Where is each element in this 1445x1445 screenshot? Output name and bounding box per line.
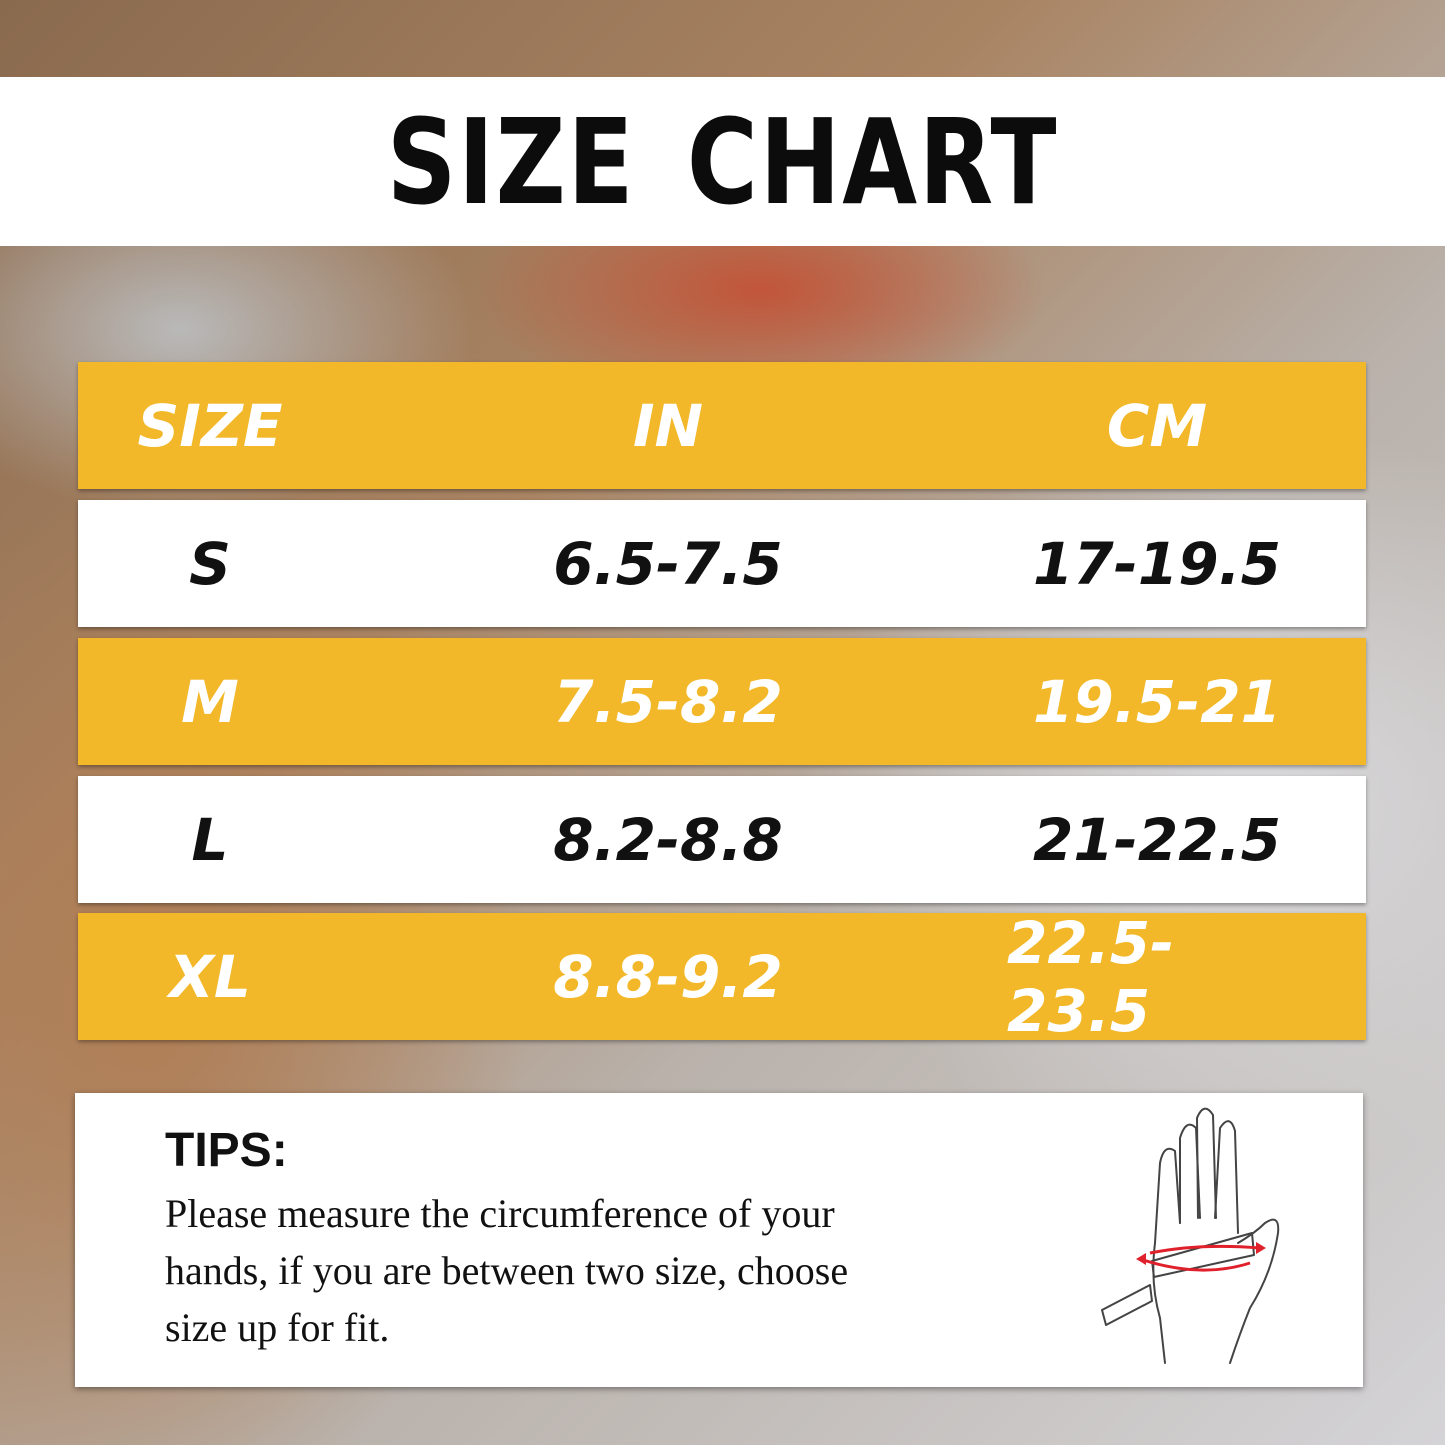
tips-line: Please measure the circumference of your	[165, 1191, 835, 1236]
cm-cell: 22.5-23.5	[1007, 908, 1175, 1045]
table-row: S 6.5-7.5 17-19.5	[78, 500, 1366, 627]
in-cell: 7.5-8.2	[553, 667, 783, 736]
table-row: M 7.5-8.2 19.5-21	[78, 638, 1366, 765]
table-row: XL 8.8-9.2 22.5-23.5	[78, 908, 1366, 1045]
cm-cell: 21-22.5	[1033, 805, 1281, 874]
in-cell: 8.8-9.2	[553, 942, 783, 1011]
header-in: IN	[632, 391, 704, 460]
tips-box: TIPS: Please measure the circumference o…	[75, 1093, 1363, 1387]
in-cell: 8.2-8.8	[553, 805, 783, 874]
hand-measure-icon	[1101, 1107, 1280, 1364]
tips-line: hands, if you are between two size, choo…	[165, 1248, 849, 1293]
table-row: L 8.2-8.8 21-22.5	[78, 776, 1366, 903]
title-band: SIZE CHART	[0, 77, 1445, 246]
size-cell: M	[181, 667, 239, 736]
in-cell: 6.5-7.5	[553, 529, 783, 598]
page-title: SIZE CHART	[386, 92, 1059, 231]
cm-cell: 17-19.5	[1033, 529, 1281, 598]
size-cell: L	[191, 805, 229, 874]
header-cm: CM	[1106, 391, 1208, 460]
tips-text: Please measure the circumference of your…	[165, 1185, 1065, 1356]
table-header: SIZE IN CM	[78, 362, 1366, 489]
tips-line: size up for fit.	[165, 1305, 390, 1350]
size-cell: XL	[169, 942, 251, 1011]
header-size: SIZE	[137, 391, 283, 460]
cm-cell: 19.5-21	[1033, 667, 1281, 736]
tips-heading: TIPS:	[165, 1124, 288, 1177]
size-cell: S	[189, 529, 231, 598]
